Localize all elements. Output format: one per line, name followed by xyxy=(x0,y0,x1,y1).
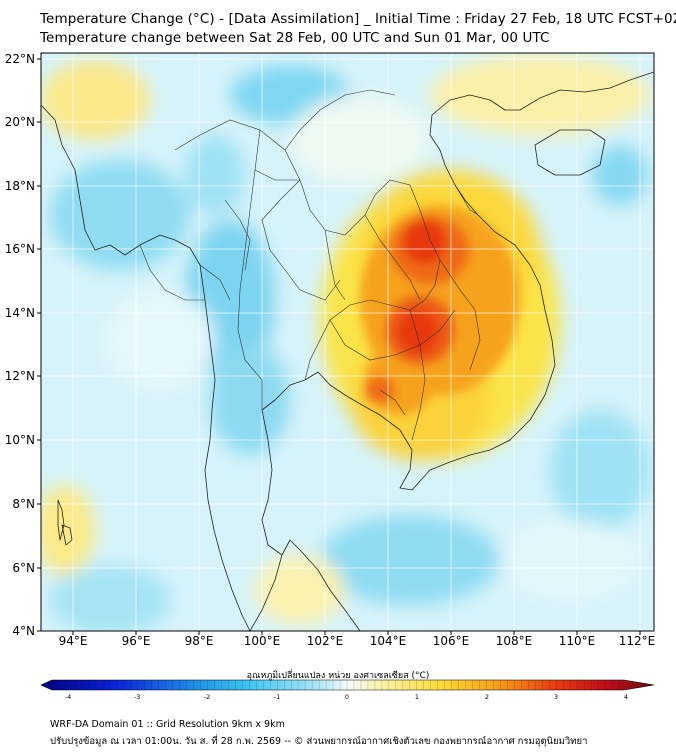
map-subtitle: Temperature change between Sat 28 Feb, 0… xyxy=(40,30,550,46)
colorbar-ticks: -4 -3 -2 -1 0 1 2 3 4 xyxy=(65,693,628,701)
lon-tick-106: 106°E xyxy=(433,634,470,648)
cb-tick-neg4: -4 xyxy=(65,693,71,701)
lon-tick-96: 96°E xyxy=(122,634,151,648)
admin-boundaries xyxy=(139,89,481,441)
cb-tick-3: 3 xyxy=(554,693,558,701)
lat-tick-4: 4°N xyxy=(12,624,35,638)
lon-tick-98: 98°E xyxy=(185,634,214,648)
lon-tick-108: 108°E xyxy=(496,634,533,648)
plot-frame xyxy=(40,52,655,632)
lon-tick-104: 104°E xyxy=(370,634,407,648)
footer-model-info: WRF-DA Domain 01 :: Grid Resolution 9km … xyxy=(50,719,285,730)
temperature-field xyxy=(41,53,654,631)
map-title: Temperature Change (°C) - [Data Assimila… xyxy=(40,11,676,27)
lat-tick-8: 8°N xyxy=(12,497,35,511)
lat-tick-18: 18°N xyxy=(5,179,35,193)
lat-tick-16: 16°N xyxy=(5,242,35,256)
cb-tick-4: 4 xyxy=(624,693,628,701)
cb-tick-neg2: -2 xyxy=(204,693,210,701)
lat-tick-12: 12°N xyxy=(5,369,35,383)
cb-tick-2: 2 xyxy=(485,693,489,701)
lon-tick-94: 94°E xyxy=(59,634,88,648)
lon-tick-labels: 94°E 96°E 98°E 100°E 102°E 104°E 106°E 1… xyxy=(59,634,656,648)
cb-tick-neg3: -3 xyxy=(134,693,140,701)
cb-tick-neg1: -1 xyxy=(274,693,280,701)
colorbar-ramp xyxy=(40,679,655,691)
graticule xyxy=(41,53,654,631)
colorbar-title: อุณหภูมิเปลี่ยนแปลง หน่วย องศาเซลเซียส (… xyxy=(246,671,430,681)
axis-ticks xyxy=(37,58,641,635)
lon-tick-112: 112°E xyxy=(619,634,656,648)
colorbar: -4 -3 -2 -1 0 1 2 3 4 xyxy=(40,679,655,701)
coastlines xyxy=(41,71,654,631)
footer-credit: ปรับปรุงข้อมูล ณ เวลา 01:00น. วัน ส. ที่… xyxy=(50,736,588,747)
cb-tick-0: 0 xyxy=(345,693,349,701)
lat-tick-labels: 4°N 6°N 8°N 10°N 12°N 14°N 16°N 18°N 20°… xyxy=(5,52,35,638)
lon-tick-100: 100°E xyxy=(244,634,281,648)
lat-tick-14: 14°N xyxy=(5,306,35,320)
lat-tick-6: 6°N xyxy=(12,561,35,575)
cb-tick-1: 1 xyxy=(415,693,419,701)
lat-tick-22: 22°N xyxy=(5,52,35,66)
lon-tick-102: 102°E xyxy=(307,634,344,648)
lon-tick-110: 110°E xyxy=(559,634,596,648)
lat-tick-10: 10°N xyxy=(5,433,35,447)
lat-tick-20: 20°N xyxy=(5,115,35,129)
